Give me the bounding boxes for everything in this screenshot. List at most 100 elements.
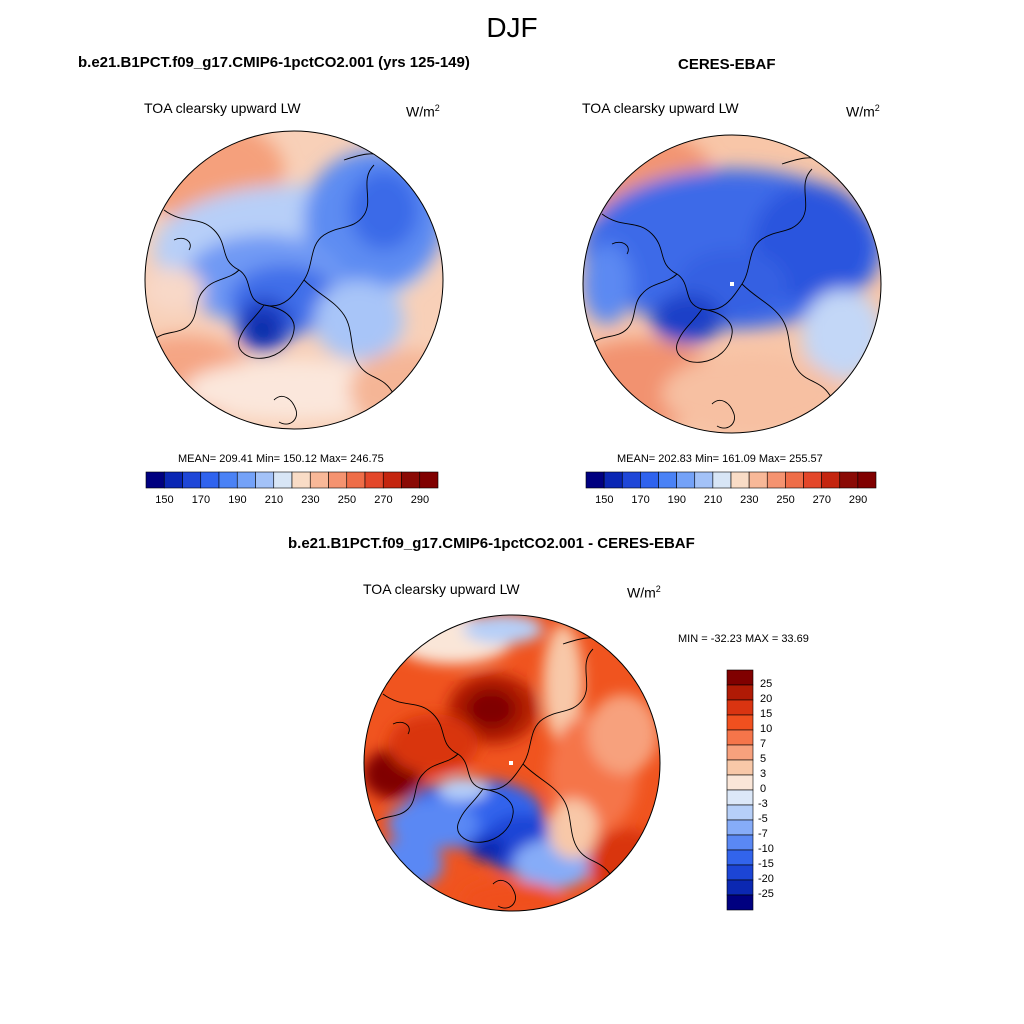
diff-colorbar-swatch (726, 714, 754, 731)
diff-colorbar-tick-label: -5 (758, 813, 768, 825)
obs-colorbar-tick-label: 190 (667, 494, 686, 506)
model-colorbar-swatch (218, 471, 238, 489)
model-stats-text: MEAN= 209.41 Min= 150.12 Max= 246.75 (178, 453, 384, 465)
model-map-border (144, 130, 444, 430)
diff-colorbar-swatch (726, 879, 754, 896)
model-colorbar-swatch (255, 471, 275, 489)
diff-colorbar-swatch (726, 894, 754, 911)
diff-units-label: W/m2 (627, 584, 661, 601)
diff-panel-title: b.e21.B1PCT.f09_g17.CMIP6-1pctCO2.001 - … (288, 535, 695, 552)
diff-colorbar-swatch (726, 759, 754, 776)
diff-colorbar-tick-label: 20 (760, 693, 773, 705)
model-colorbar-swatch (163, 471, 183, 489)
diff-colorbar-tick-label: -10 (758, 843, 774, 855)
model-colorbar-tick-label: 250 (337, 494, 357, 506)
diff-colorbar-swatch (726, 849, 754, 866)
model-colorbar (145, 471, 439, 489)
model-colorbar-swatch (236, 471, 256, 489)
obs-colorbar-swatch (603, 471, 623, 489)
model-polar-map (144, 130, 444, 430)
diff-colorbar-tick-label: 0 (760, 783, 767, 795)
obs-colorbar-swatch (585, 471, 605, 489)
diff-colorbar-swatch (726, 789, 754, 806)
obs-colorbar-swatch (839, 471, 859, 489)
diff-colorbar-tick-label: 5 (760, 753, 767, 765)
diff-colorbar-swatch (726, 819, 754, 836)
diff-map-border (363, 614, 661, 912)
model-colorbar-swatch (309, 471, 329, 489)
obs-colorbar-swatch (658, 471, 677, 489)
obs-panel-title: CERES-EBAF (678, 56, 776, 73)
model-colorbar-swatch (182, 471, 202, 489)
model-colorbar-tick-label: 270 (374, 494, 393, 506)
diff-colorbar-tick-label: -7 (758, 828, 768, 840)
diff-colorbar-tick-label: -3 (758, 798, 768, 810)
model-colorbar-swatch (382, 471, 402, 489)
model-variable-label: TOA clearsky upward LW (144, 100, 301, 116)
diff-colorbar-tick-label: -25 (758, 888, 774, 900)
diff-colorbar-swatch (726, 729, 754, 746)
model-units-label: W/m2 (406, 103, 440, 120)
obs-colorbar (585, 471, 877, 489)
obs-colorbar-tick-label: 170 (631, 494, 650, 506)
obs-colorbar-tick-label: 230 (740, 494, 759, 506)
obs-units-label: W/m2 (846, 103, 880, 120)
model-colorbar-swatch (346, 471, 366, 489)
model-colorbar-swatch (364, 471, 384, 489)
diff-colorbar-tick-label: 25 (760, 678, 773, 690)
diff-colorbar-swatch (726, 744, 754, 761)
model-colorbar-swatch (145, 471, 165, 489)
diff-coastlines (372, 637, 614, 909)
obs-colorbar-ticks: 150 170 190 210 230 250 270 290 (586, 494, 876, 508)
diff-colorbar-swatch (726, 684, 754, 701)
model-colorbar-tick-label: 210 (264, 494, 284, 506)
diff-colorbar-swatch (726, 834, 754, 851)
season-title: DJF (486, 12, 538, 43)
diff-colorbar-swatch (726, 774, 754, 791)
diff-colorbar-tick-label: 7 (760, 738, 767, 750)
diff-colorbar-swatch (726, 804, 754, 821)
obs-stats-text: MEAN= 202.83 Min= 161.09 Max= 255.57 (617, 453, 823, 465)
obs-colorbar-swatch (857, 471, 877, 489)
obs-colorbar-swatch (766, 471, 786, 489)
model-panel-title: b.e21.B1PCT.f09_g17.CMIP6-1pctCO2.001 (y… (78, 54, 470, 71)
diff-colorbar-ticks: 25 20 15 10 7 5 3 0 -3 -5 -7 -10 -15 -20 -25 (758, 670, 800, 910)
obs-field-layer (583, 135, 881, 433)
diff-colorbar (726, 669, 754, 911)
diff-colorbar-swatch (726, 864, 754, 881)
obs-pole-missing (730, 282, 734, 286)
obs-colorbar-swatch (821, 471, 841, 489)
obs-colorbar-swatch (621, 471, 641, 489)
model-colorbar-tick-label: 230 (301, 494, 320, 506)
obs-colorbar-swatch (640, 471, 659, 489)
obs-variable-label: TOA clearsky upward LW (582, 100, 739, 116)
obs-colorbar-swatch (730, 471, 750, 489)
obs-colorbar-swatch (748, 471, 768, 489)
diff-polar-map (363, 614, 661, 912)
obs-map-border (582, 134, 882, 434)
diff-colorbar-tick-label: 15 (760, 708, 773, 720)
obs-coastlines (591, 157, 833, 429)
model-colorbar-swatch (401, 471, 421, 489)
obs-colorbar-tick-label: 150 (595, 494, 614, 506)
diff-variable-label: TOA clearsky upward LW (363, 581, 520, 597)
model-colorbar-tick-label: 290 (410, 494, 430, 506)
model-colorbar-tick-label: 170 (191, 494, 211, 506)
obs-colorbar-swatch (694, 471, 714, 489)
diff-stats-text: MIN = -32.23 MAX = 33.69 (678, 633, 809, 645)
obs-colorbar-swatch (676, 471, 696, 489)
diff-colorbar-tick-label: -20 (758, 873, 774, 885)
diff-pole-missing (509, 761, 513, 765)
obs-colorbar-tick-label: 250 (776, 494, 795, 506)
model-colorbar-swatch (200, 471, 220, 489)
obs-colorbar-swatch (712, 471, 732, 489)
diff-colorbar-swatch (726, 699, 754, 716)
obs-colorbar-tick-label: 290 (848, 494, 868, 506)
obs-colorbar-tick-label: 270 (812, 494, 831, 506)
model-colorbar-tick-label: 150 (155, 494, 174, 506)
obs-colorbar-swatch (785, 471, 804, 489)
model-colorbar-tick-label: 190 (228, 494, 247, 506)
diff-colorbar-tick-label: -15 (758, 858, 774, 870)
obs-colorbar-tick-label: 210 (703, 494, 723, 506)
model-colorbar-swatch (273, 471, 293, 489)
